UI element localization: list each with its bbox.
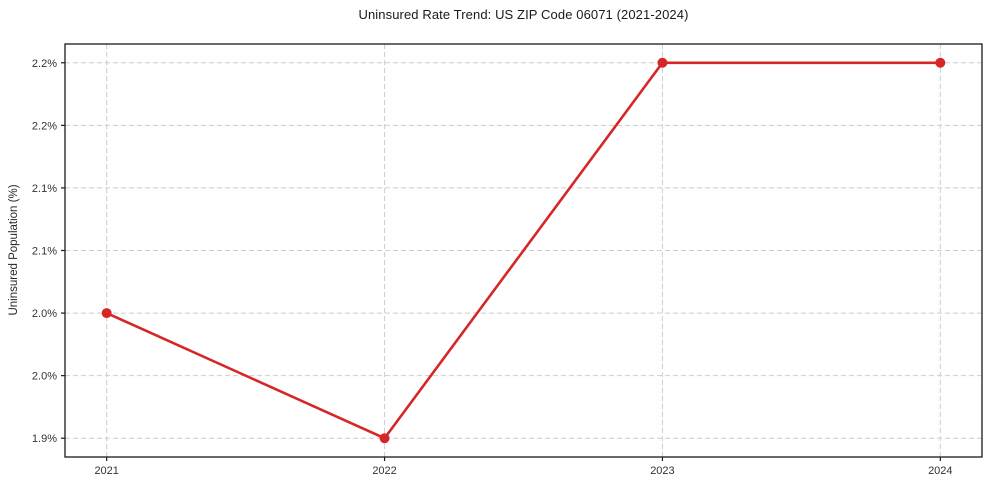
data-point [657,57,668,68]
y-tick-label: 2.1% [32,183,57,195]
y-tick-label: 2.0% [32,308,57,320]
y-tick-label: 2.2% [32,120,57,132]
y-tick-label: 1.9% [32,433,57,445]
y-tick-label: 2.2% [32,58,57,70]
data-point [935,57,946,68]
y-tick-label: 2.1% [32,246,57,258]
chart-title: Uninsured Rate Trend: US ZIP Code 06071 … [358,7,689,22]
x-tick-label: 2021 [94,465,118,477]
trend-line [105,61,942,440]
y-axis-label: Uninsured Population (%) [8,184,20,316]
x-tick-label: 2023 [650,465,674,477]
y-tick-label: 2.0% [32,371,57,383]
x-tick-label: 2022 [372,465,396,477]
x-tick-label: 2024 [928,465,952,477]
data-point [379,433,390,444]
data-point [101,308,112,319]
